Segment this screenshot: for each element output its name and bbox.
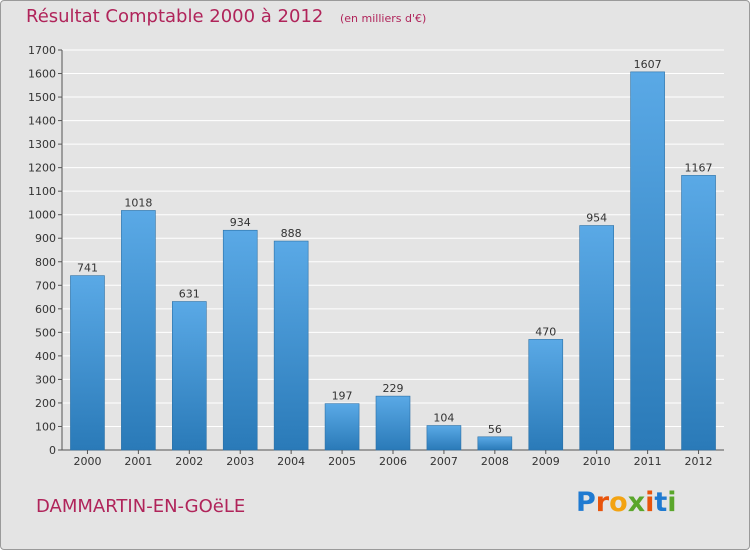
y-tick-label: 1700 (28, 44, 56, 57)
y-tick-label: 600 (35, 303, 56, 316)
y-tick-label: 500 (35, 326, 56, 339)
x-tick-label-2012: 2012 (685, 455, 713, 468)
logo-letter: o (609, 487, 628, 518)
bar-2000 (70, 275, 105, 451)
x-tick-label-2009: 2009 (532, 455, 560, 468)
data-label-2000: 741 (77, 262, 98, 275)
proxiti-logo: Proxiti (576, 487, 677, 518)
logo-letter: t (654, 487, 668, 518)
logo-letter: i (645, 487, 655, 518)
logo-letter: i (667, 487, 677, 518)
y-tick-label: 1500 (28, 91, 56, 104)
y-tick-label: 900 (35, 232, 56, 245)
y-tick-label: 300 (35, 373, 56, 386)
x-tick-label-2003: 2003 (226, 455, 254, 468)
x-tick-label-2001: 2001 (124, 455, 152, 468)
y-tick-label: 200 (35, 397, 56, 410)
x-tick-label-2004: 2004 (277, 455, 305, 468)
data-label-2011: 1607 (634, 58, 662, 71)
bar-2006 (375, 395, 411, 451)
data-label-2007: 104 (433, 412, 454, 425)
data-label-2005: 197 (332, 390, 353, 403)
y-tick-label: 1000 (28, 209, 56, 222)
logo-letter: x (627, 487, 646, 518)
x-tick-label-2000: 2000 (73, 455, 101, 468)
bar-2012 (681, 175, 716, 451)
bar-2002 (172, 301, 207, 451)
y-tick-label: 1200 (28, 162, 56, 175)
data-label-2002: 631 (179, 288, 200, 301)
bar-2004 (273, 240, 309, 451)
y-tick-label: 400 (35, 350, 56, 363)
x-tick-label-2007: 2007 (430, 455, 458, 468)
y-tick-label: 1400 (28, 115, 56, 128)
x-tick-label-2005: 2005 (328, 455, 356, 468)
logo-letter: P (576, 487, 596, 518)
bar-2003 (222, 229, 258, 451)
x-tick-label-2002: 2002 (175, 455, 203, 468)
logo-letter: r (595, 487, 610, 518)
chart-title: Résultat Comptable 2000 à 2012 (26, 6, 324, 27)
y-tick-label: 700 (35, 279, 56, 292)
bar-2007 (426, 425, 462, 451)
y-tick-label: 1300 (28, 138, 56, 151)
bar-2011 (630, 71, 665, 451)
data-label-2003: 934 (230, 216, 251, 229)
y-tick-label: 100 (35, 420, 56, 433)
y-tick-label: 800 (35, 256, 56, 269)
bar-2001 (121, 210, 156, 451)
bar-2008 (477, 436, 513, 451)
x-tick-label-2010: 2010 (583, 455, 611, 468)
x-tick-label-2008: 2008 (481, 455, 509, 468)
data-label-2012: 1167 (685, 161, 713, 174)
data-label-2006: 229 (383, 382, 404, 395)
data-label-2009: 470 (535, 325, 556, 338)
commune-name: DAMMARTIN-EN-GOëLE (36, 496, 246, 517)
y-tick-label: 1600 (28, 68, 56, 81)
x-tick-label-2011: 2011 (634, 455, 662, 468)
y-tick-label: 0 (49, 444, 56, 457)
data-label-2001: 1018 (124, 196, 152, 209)
bar-2010 (579, 225, 614, 451)
bar-2005 (324, 403, 360, 451)
data-label-2008: 56 (488, 423, 502, 436)
bar-2009 (528, 339, 564, 451)
chart-subtitle: (en milliers d'€) (340, 12, 427, 25)
data-label-2010: 954 (586, 212, 607, 225)
data-label-2004: 888 (281, 227, 302, 240)
x-tick-label-2006: 2006 (379, 455, 407, 468)
y-tick-label: 1100 (28, 185, 56, 198)
